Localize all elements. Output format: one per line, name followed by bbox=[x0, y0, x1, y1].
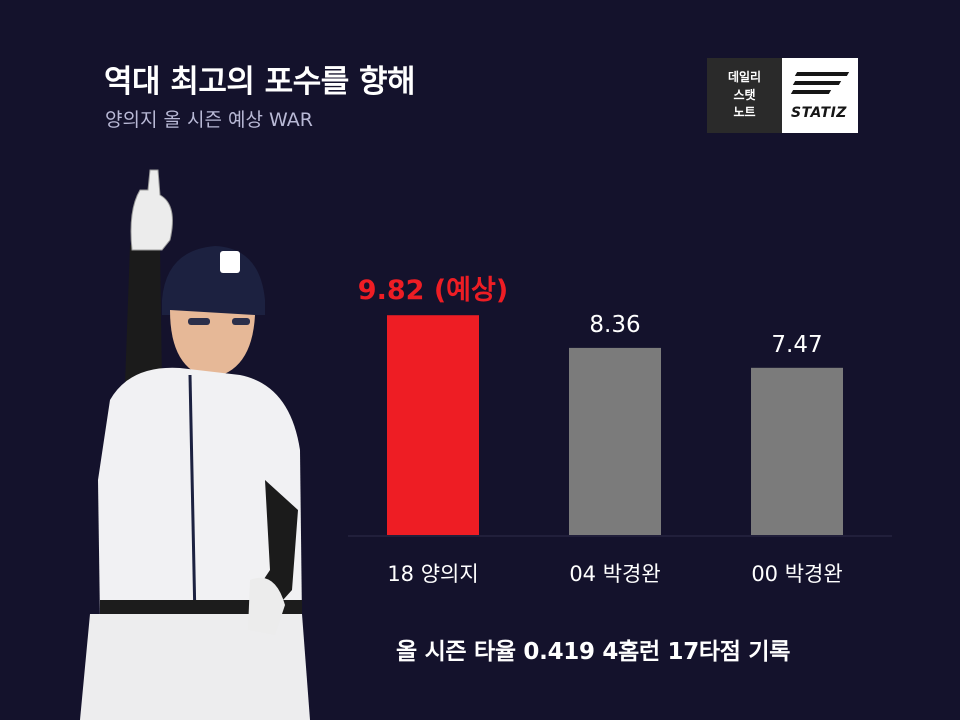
helmet-logo bbox=[220, 251, 240, 273]
player-photo bbox=[80, 169, 310, 720]
player-lower-glove bbox=[248, 577, 285, 635]
category-label-0: 18 양의지 bbox=[387, 562, 478, 586]
logo-stripe-2 bbox=[792, 81, 842, 85]
eye-black-left bbox=[188, 318, 210, 325]
page-subtitle: 양의지 올 시즌 예상 WAR bbox=[105, 109, 313, 131]
logo-line-3: 노트 bbox=[733, 105, 756, 120]
bar-0 bbox=[387, 315, 479, 535]
player-face bbox=[170, 310, 255, 378]
bar-2 bbox=[751, 367, 843, 535]
statiz-mark: STATIZ bbox=[782, 58, 858, 133]
logo-stripe-3 bbox=[790, 90, 832, 94]
bar-1 bbox=[569, 347, 661, 535]
logo-brand: STATIZ bbox=[791, 105, 847, 121]
player-helmet bbox=[162, 246, 265, 315]
category-label-2: 00 박경완 bbox=[751, 562, 842, 586]
player-pants bbox=[80, 614, 310, 720]
season-record-caption: 올 시즌 타율 0.419 4홈런 17타점 기록 bbox=[396, 639, 791, 665]
value-label-1: 8.36 bbox=[589, 312, 640, 338]
jersey-piping bbox=[188, 374, 197, 621]
player-raised-arm bbox=[125, 245, 162, 385]
page-title: 역대 최고의 포수를 향해 bbox=[104, 64, 416, 100]
bar-group: 9.82 (예상) 18 양의지 8.36 04 박경완 7.47 00 박경완 bbox=[358, 275, 843, 586]
logo-stripe-1 bbox=[794, 72, 850, 76]
war-bar-chart: 9.82 (예상) 18 양의지 8.36 04 박경완 7.47 00 박경완 bbox=[348, 275, 892, 586]
eye-black-right bbox=[232, 318, 250, 325]
player-glove bbox=[130, 169, 173, 251]
logo-line-2: 스탯 bbox=[733, 87, 756, 102]
value-label-0: 9.82 (예상) bbox=[358, 275, 508, 306]
player-jersey bbox=[98, 367, 302, 620]
daily-stat-note-badge: 데일리 스탯 노트 bbox=[707, 58, 782, 133]
value-label-2: 7.47 bbox=[771, 332, 822, 358]
statiz-logo: 데일리 스탯 노트 STATIZ bbox=[707, 58, 858, 133]
category-label-1: 04 박경완 bbox=[569, 562, 660, 586]
logo-line-1: 데일리 bbox=[727, 70, 762, 85]
